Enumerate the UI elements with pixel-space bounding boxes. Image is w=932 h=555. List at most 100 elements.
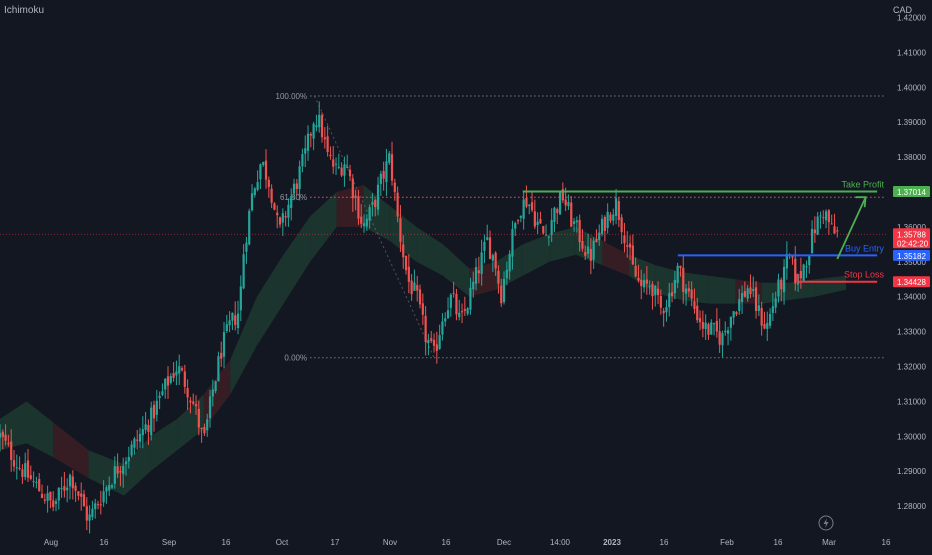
candle-body <box>172 373 175 378</box>
candle-body <box>379 173 382 184</box>
trade-annotations: Take Profit Buy Entry Stop Loss <box>0 179 886 283</box>
candle-body <box>10 441 13 461</box>
candle-body <box>614 198 618 216</box>
candle-body <box>782 266 786 293</box>
cloud-segment <box>336 184 364 227</box>
candle-body <box>52 500 55 508</box>
cloud-segment <box>708 275 736 304</box>
candle-body <box>640 279 643 287</box>
candle-body <box>12 460 16 467</box>
price-tick-label: 1.28000 <box>897 502 926 511</box>
time-tick-label: 16 <box>100 538 109 547</box>
candle-body <box>354 195 357 199</box>
candle-body <box>668 293 671 308</box>
candle-body <box>738 299 741 311</box>
candle-body <box>763 324 766 329</box>
candle-body <box>295 183 298 189</box>
candle-body <box>822 217 825 219</box>
candle-body <box>710 322 713 335</box>
candle-body <box>698 318 702 323</box>
candle-body <box>413 282 416 291</box>
candle-body <box>469 287 472 310</box>
candle-body <box>718 331 721 345</box>
candle-body <box>581 240 584 249</box>
candle-body <box>550 220 553 235</box>
ichimoku-cloud <box>0 184 847 496</box>
cloud-segment <box>363 184 390 241</box>
candle-body <box>63 485 66 491</box>
candle-body <box>208 396 212 419</box>
candle-body <box>446 310 450 319</box>
candle-body <box>704 322 707 330</box>
candle-body <box>620 217 623 233</box>
candle-body <box>477 270 480 274</box>
candle-body <box>273 203 276 210</box>
lightning-icon[interactable] <box>818 515 834 531</box>
candle-body <box>684 288 688 294</box>
time-tick-label: 2023 <box>603 538 621 547</box>
candle-body <box>768 313 772 326</box>
candle-body <box>623 235 626 244</box>
candle-body <box>824 211 828 221</box>
time-tick-label: 16 <box>442 538 451 547</box>
candle-body <box>180 368 184 371</box>
candle-body <box>586 246 590 254</box>
candle-body <box>298 166 301 190</box>
candle-body <box>248 210 251 245</box>
candle-body <box>500 285 503 304</box>
price-tick-label: 1.29000 <box>897 467 926 476</box>
candle-body <box>600 218 604 235</box>
candle-body <box>721 333 724 346</box>
candle-body <box>449 294 452 308</box>
price-tick-label: 1.32000 <box>897 362 926 371</box>
candle-body <box>390 154 394 181</box>
candle-body <box>603 216 606 231</box>
candle-body <box>385 161 388 183</box>
candle-body <box>236 313 240 329</box>
candle-body <box>393 182 396 193</box>
cloud-segment <box>443 244 470 297</box>
cloud-segment <box>416 226 443 276</box>
candle-body <box>351 178 354 199</box>
candle-body <box>259 164 262 180</box>
candle-body <box>211 389 214 397</box>
candle-body <box>715 320 718 332</box>
candle-body <box>508 254 511 272</box>
candle-body <box>382 171 385 179</box>
time-axis-background <box>0 534 932 550</box>
candle-body <box>214 381 217 392</box>
time-tick-label: 14:00 <box>550 538 571 547</box>
candle-body <box>96 504 100 506</box>
candle-body <box>292 183 296 194</box>
candle-body <box>346 166 349 169</box>
candle-body <box>592 240 595 260</box>
candle-body <box>760 307 763 326</box>
candle-body <box>418 289 422 305</box>
time-tick-label: 16 <box>882 538 891 547</box>
candle-body <box>374 199 377 207</box>
candle-body <box>791 256 794 258</box>
candle-body <box>320 115 324 138</box>
candle-body <box>396 192 399 217</box>
indicator-label[interactable]: Ichimoku <box>4 5 45 16</box>
cloud-segment <box>0 401 27 451</box>
candle-body <box>494 252 497 269</box>
candle-body <box>309 133 312 136</box>
candle-body <box>217 356 220 382</box>
candle-body <box>337 166 340 168</box>
candle-body <box>567 202 570 207</box>
candle-body <box>421 303 424 315</box>
candle-body <box>29 475 32 479</box>
candle-body <box>40 493 44 499</box>
candle-body <box>15 467 18 469</box>
candle-body <box>690 289 693 299</box>
price-tag <box>893 185 930 197</box>
candle-body <box>225 324 228 332</box>
candles <box>0 101 839 534</box>
candle-body <box>693 301 696 309</box>
candle-body <box>578 219 581 243</box>
candle-body <box>334 163 338 165</box>
price-tick-label: 1.33000 <box>897 328 926 337</box>
